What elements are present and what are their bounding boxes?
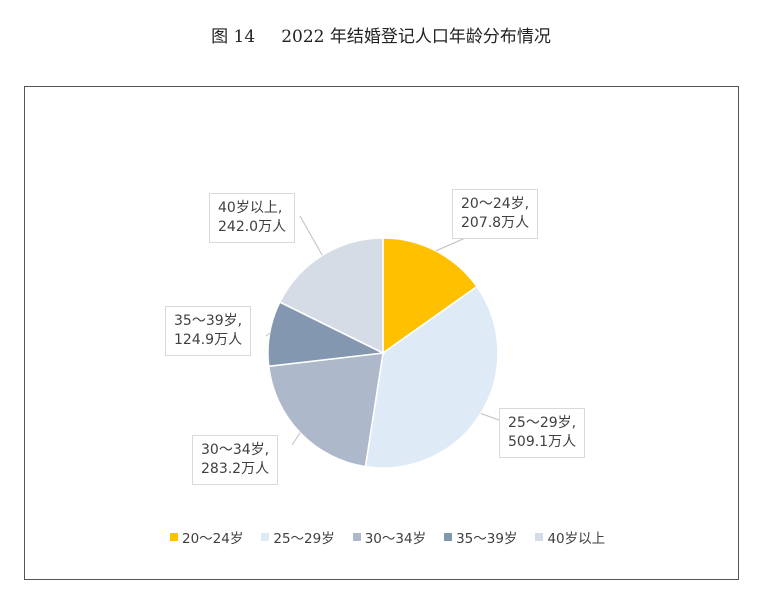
legend-label: 30～34岁 xyxy=(364,531,427,547)
legend-swatch xyxy=(535,533,544,541)
data-label-value: 207.8万人 xyxy=(461,215,530,231)
figure-number: 图 14 xyxy=(211,27,256,47)
pie-slice xyxy=(267,352,384,468)
title-text: 2022 年结婚登记人口年龄分布情况 xyxy=(281,27,551,47)
data-label-value: 283.2万人 xyxy=(201,461,270,477)
data-label-value: 509.1万人 xyxy=(508,434,577,450)
pie-slice xyxy=(382,237,478,355)
data-label-35-39: 35～39岁, 124.9万人 xyxy=(165,306,252,356)
leader-line xyxy=(265,332,270,337)
data-label-category: 35～39岁, xyxy=(174,313,243,329)
legend-label: 20～24岁 xyxy=(182,531,244,547)
legend-swatch xyxy=(261,533,270,541)
data-label-category: 25～29岁, xyxy=(508,415,577,431)
data-label-20-24: 20～24岁, 207.8万人 xyxy=(452,189,539,239)
legend-label: 40岁以上 xyxy=(547,531,606,547)
legend-item: 35～39岁 xyxy=(444,527,517,547)
data-label-25-29: 25～29岁, 509.1万人 xyxy=(499,408,586,458)
legend-swatch xyxy=(352,533,361,541)
legend-item: 20～24岁 xyxy=(170,527,243,547)
legend-swatch xyxy=(444,533,453,541)
leader-line xyxy=(480,413,500,421)
data-label-category: 40岁以上, xyxy=(218,200,283,216)
legend-item: 30～34岁 xyxy=(352,527,427,547)
pie-slice xyxy=(364,285,499,469)
legend-swatch xyxy=(170,533,178,541)
data-label-40plus: 40岁以上, 242.0万人 xyxy=(209,193,296,243)
legend-item: 40岁以上 xyxy=(535,527,605,547)
legend: 20～24岁 25～29岁 30～34岁 35～39岁 40岁以上 xyxy=(170,527,605,547)
data-label-category: 30～34岁, xyxy=(201,442,270,458)
data-label-value: 242.0万人 xyxy=(218,219,287,235)
legend-item: 25～29岁 xyxy=(261,527,335,547)
leader-line xyxy=(291,432,301,446)
data-label-category: 20～24岁, xyxy=(461,196,530,212)
leader-line xyxy=(299,215,323,256)
legend-label: 35～39岁 xyxy=(456,531,518,547)
legend-label: 25～29岁 xyxy=(273,531,335,547)
data-label-30-34: 30～34岁, 283.2万人 xyxy=(192,435,279,485)
chart-title: 图 14 2022 年结婚登记人口年龄分布情况 xyxy=(0,22,762,47)
data-label-value: 124.9万人 xyxy=(174,332,243,348)
pie-slice xyxy=(278,237,384,355)
chart-frame xyxy=(24,86,739,580)
